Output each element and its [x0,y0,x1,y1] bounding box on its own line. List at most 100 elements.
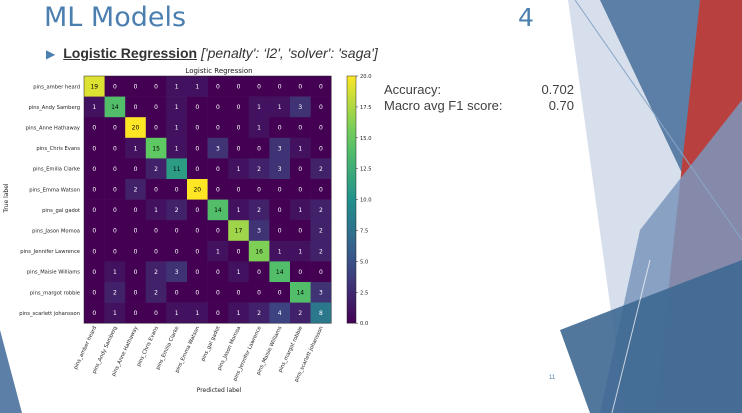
heatmap-cell [290,199,311,221]
heatmap-frame [83,75,332,324]
cell-value: 1 [195,310,199,317]
cell-value: 0 [278,207,282,214]
cell-value: 1 [257,125,261,132]
cell-value: 3 [216,145,220,152]
heatmap-cell [84,220,105,242]
cell-value: 0 [278,84,282,91]
cell-value: 0 [92,166,96,173]
heatmap-cell [310,96,332,118]
heatmap-cell [145,282,167,303]
heatmap-cell [104,158,126,180]
heatmap-cell [104,220,126,242]
y-tick-label: pins_Emma Watson [29,187,80,193]
cell-value: 0 [175,290,179,297]
heatmap-cell [207,76,229,97]
metric-row: Macro avg F1 score: 0.70 [384,98,574,114]
heatmap-cell [84,137,105,159]
heatmap-cell [207,117,229,139]
cell-value: 1 [278,248,282,255]
cell-value: 1 [113,269,117,276]
heatmap-cell [290,282,311,303]
heatmap-cell [84,199,105,221]
heatmap-cell [187,282,208,303]
heatmap-cell [248,199,270,221]
heatmap-cell [228,282,250,303]
cell-value: 0 [134,248,138,255]
heatmap-cell [269,117,291,139]
heatmap-cell [269,282,291,303]
heatmap-cell [207,137,229,159]
cell-value: 0 [257,269,261,276]
cell-value: 0 [257,290,261,297]
cell-value: 2 [319,248,323,255]
heatmap-cell [207,302,229,324]
cell-value: 8 [319,310,323,317]
heatmap-cell [84,282,105,303]
cell-value: 1 [278,104,282,111]
colorbar-tick-label: 12.5 [360,167,372,173]
heatmap-cell [269,261,291,283]
cell-value: 19 [90,84,98,91]
heatmap-cell [290,261,311,283]
y-tick-label: pins_Anne Hathaway [26,126,80,132]
y-tick-label: pins_Chris Evans [36,146,80,152]
heatmap-cell [269,240,291,262]
cell-value: 1 [237,207,241,214]
cell-value: 0 [92,248,96,255]
metric-label: Accuracy: [384,82,442,97]
cell-value: 0 [154,310,158,317]
heatmap-cell [166,117,188,139]
cell-value: 0 [237,187,241,194]
x-tick-label: pins_gal gadot [200,326,221,363]
metric-value: 0.70 [548,98,574,113]
cell-value: 0 [92,269,96,276]
cell-value: 0 [319,145,323,152]
heatmap-cell [84,302,105,324]
heatmap-cell [187,76,208,97]
heatmap-cell [104,137,126,159]
y-tick-label: pins_Maisie Williams [27,270,80,276]
cell-value: 1 [298,248,302,255]
cell-value: 0 [195,104,199,111]
cell-value: 0 [134,269,138,276]
slide-number-top: 4 [518,3,534,32]
heatmap-cell [310,199,332,221]
heatmap-cell [290,117,311,139]
cell-value: 1 [237,310,241,317]
y-tick-label: pins_margot robbie [30,290,80,296]
heatmap-cell [166,137,188,159]
y-tick-label: pins_gal gadot [42,208,80,214]
heatmap-cell [228,261,250,283]
cell-value: 14 [111,104,119,111]
cell-value: 0 [216,269,220,276]
heatmap-cell [207,199,229,221]
cell-value: 0 [237,125,241,132]
heatmap-cell [290,76,311,97]
cell-value: 3 [319,290,323,297]
cell-value: 0 [113,207,117,214]
heatmap-cell [269,220,291,242]
cell-value: 0 [113,248,117,255]
cell-value: 2 [298,310,302,317]
heatmap-cell [269,199,291,221]
cell-value: 0 [195,290,199,297]
cell-value: 0 [113,228,117,235]
heatmap-cell [145,240,167,262]
cell-value: 0 [113,125,117,132]
heatmap-cell [248,302,270,324]
cell-value: 1 [175,145,179,152]
heatmap-cell [125,158,147,180]
heatmap-cell [290,220,311,242]
cell-value: 2 [154,269,158,276]
heatmap-cell [125,137,147,159]
heatmap-cell [145,117,167,139]
cell-value: 0 [134,310,138,317]
heatmap-cell [104,117,126,139]
metric-label: Macro avg F1 score: [384,98,503,113]
cell-value: 0 [257,84,261,91]
heatmap-cell [166,302,188,324]
heatmap-cell [84,96,105,118]
heatmap-cell [248,220,270,242]
heatmap-cell [248,179,270,200]
cell-value: 0 [195,248,199,255]
